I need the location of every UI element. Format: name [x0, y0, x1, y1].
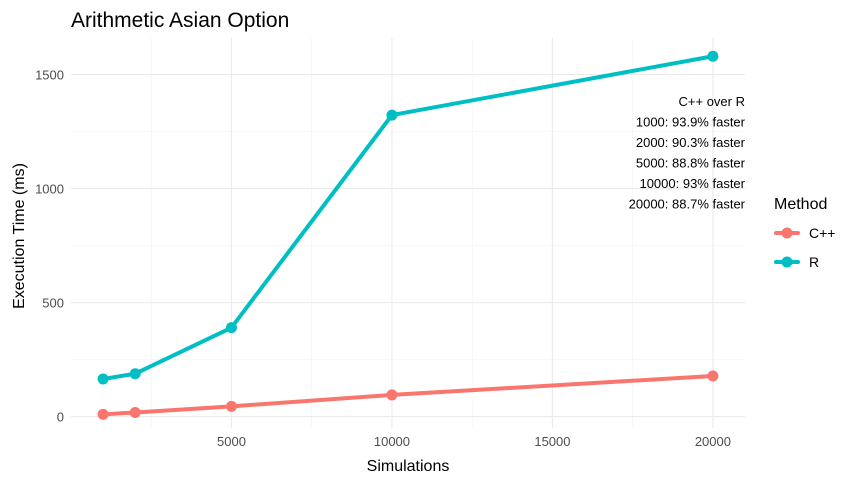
- x-tick-label: 5000: [217, 434, 246, 449]
- legend-key-point-r: [781, 256, 793, 268]
- x-tick-label: 15000: [534, 434, 570, 449]
- series-line-r: [101, 54, 715, 381]
- data-point-r: [707, 50, 719, 62]
- legend-title: Method: [774, 196, 827, 213]
- annotation-line: 10000: 93% faster: [639, 176, 745, 191]
- data-point-r: [386, 109, 398, 121]
- annotation-line: 5000: 88.8% faster: [636, 156, 746, 171]
- annotation-block: C++ over R 1000: 93.9% faster 2000: 90.3% …: [629, 94, 746, 212]
- data-point-c: [225, 400, 237, 412]
- x-axis-ticks: 5000 10000 15000 20000: [217, 434, 731, 449]
- chart-title: Arithmetic Asian Option: [71, 9, 289, 32]
- y-tick-label: 1500: [35, 67, 64, 82]
- legend-label-c: C++: [809, 225, 835, 241]
- data-point-c: [386, 389, 398, 401]
- grid-lines: [71, 38, 745, 428]
- legend: Method C++ R: [774, 196, 835, 270]
- y-tick-label: 0: [57, 410, 64, 425]
- annotation-line: 20000: 88.7% faster: [629, 197, 746, 212]
- annotation-heading: C++ over R: [679, 94, 745, 109]
- data-point-r: [129, 368, 141, 380]
- y-tick-label: 1000: [35, 182, 64, 197]
- y-axis-ticks: 0 500 1000 1500: [35, 67, 64, 424]
- y-axis-label: Execution Time (ms): [11, 163, 28, 309]
- annotation-line: 2000: 90.3% faster: [636, 135, 746, 150]
- data-point-r: [97, 373, 109, 385]
- x-tick-label: 20000: [695, 434, 731, 449]
- data-point-c: [707, 370, 719, 382]
- y-tick-label: 500: [42, 296, 64, 311]
- data-point-c: [129, 406, 141, 418]
- series-layer: [97, 50, 719, 420]
- legend-key-point-c: [781, 227, 793, 239]
- x-axis-label: Simulations: [367, 458, 450, 475]
- data-point-r: [225, 322, 237, 334]
- x-tick-label: 10000: [374, 434, 410, 449]
- legend-label-r: R: [809, 254, 819, 270]
- series-line-c: [101, 374, 715, 417]
- annotation-line: 1000: 93.9% faster: [636, 115, 746, 130]
- data-point-c: [97, 408, 109, 420]
